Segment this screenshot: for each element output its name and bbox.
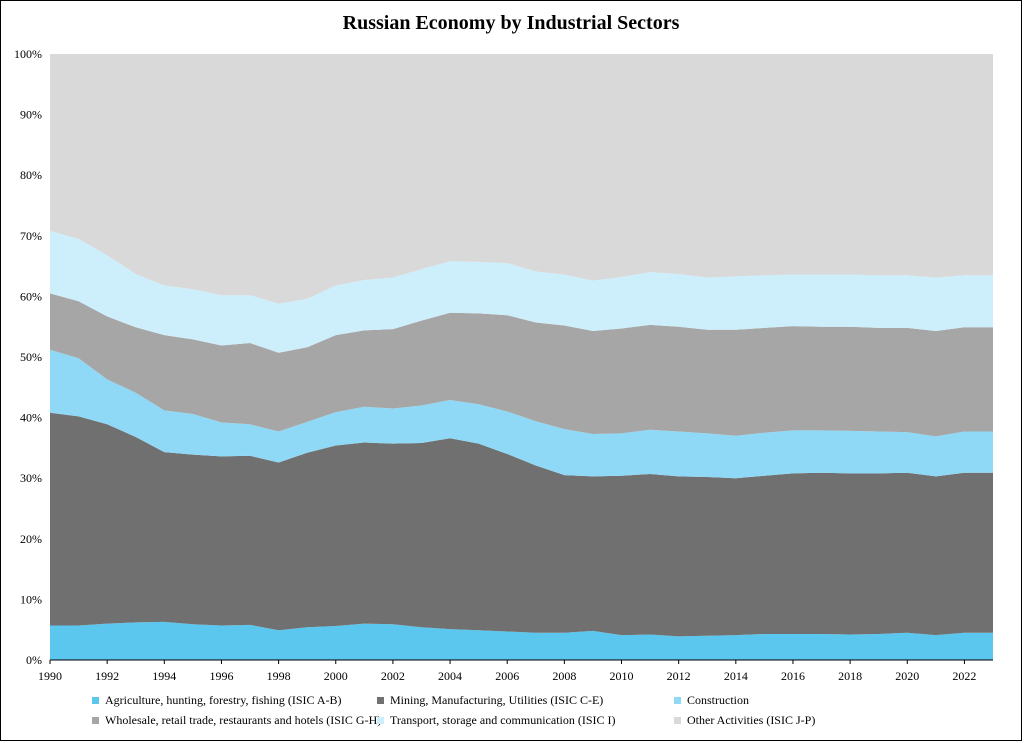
legend-swatch (92, 717, 99, 724)
legend-label: Transport, storage and communication (IS… (390, 713, 616, 727)
y-tick-label: 60% (20, 289, 42, 303)
x-tick-label: 1994 (152, 669, 176, 683)
x-tick-label: 2016 (781, 669, 805, 683)
area-series-0 (50, 621, 993, 660)
legend-swatch (377, 717, 384, 724)
x-tick-label: 2006 (495, 669, 519, 683)
legend-item-agriculture: Agriculture, hunting, forestry, fishing … (92, 693, 342, 708)
legend-label: Mining, Manufacturing, Utilities (ISIC C… (390, 693, 604, 707)
x-tick-label: 1992 (95, 669, 119, 683)
x-tick-label: 2014 (724, 669, 748, 683)
legend-label: Other Activities (ISIC J-P) (687, 713, 816, 727)
legend-row-1: Agriculture, hunting, forestry, fishing … (92, 693, 992, 713)
legend-item-other: Other Activities (ISIC J-P) (674, 713, 815, 728)
x-tick-label: 2018 (838, 669, 862, 683)
x-tick-label: 1996 (209, 669, 233, 683)
y-tick-label: 30% (20, 471, 42, 485)
y-tick-label: 10% (20, 592, 42, 606)
y-axis-ticks: 0% 10% 20% 30% 40% 50% 60% 70% 80% 90% 100% (14, 47, 42, 667)
area-series-3 (50, 293, 993, 437)
legend-swatch (674, 697, 681, 704)
stacked-areas (50, 54, 993, 660)
area-series-1 (50, 412, 993, 637)
legend-row-2: Wholesale, retail trade, restaurants and… (92, 713, 992, 733)
x-tick-label: 1990 (38, 669, 62, 683)
x-axis-ticks: 1990 1992 1994 1996 1998 2000 2002 2004 2006 2008… (38, 660, 976, 683)
y-tick-label: 80% (20, 168, 42, 182)
legend-label: Wholesale, retail trade, restaurants and… (105, 713, 382, 727)
legend-item-construction: Construction (674, 693, 749, 708)
legend-label: Agriculture, hunting, forestry, fishing … (105, 693, 342, 707)
x-tick-label: 2000 (324, 669, 348, 683)
y-tick-label: 90% (20, 108, 42, 122)
legend-swatch (92, 697, 99, 704)
y-tick-label: 20% (20, 532, 42, 546)
area-series-2 (50, 349, 993, 479)
area-series-5 (50, 54, 993, 304)
y-tick-label: 70% (20, 229, 42, 243)
y-tick-label: 100% (14, 47, 42, 61)
legend-item-mining: Mining, Manufacturing, Utilities (ISIC C… (377, 693, 603, 708)
legend-swatch (377, 697, 384, 704)
x-tick-label: 2020 (895, 669, 919, 683)
x-tick-label: 2004 (438, 669, 462, 683)
x-tick-label: 2010 (610, 669, 634, 683)
y-tick-label: 0% (26, 653, 42, 667)
x-tick-label: 2002 (381, 669, 405, 683)
y-tick-label: 50% (20, 350, 42, 364)
legend-swatch (674, 717, 681, 724)
area-series-4 (50, 230, 993, 353)
chart-legend: Agriculture, hunting, forestry, fishing … (92, 693, 992, 733)
x-tick-label: 2012 (667, 669, 691, 683)
legend-item-transport: Transport, storage and communication (IS… (377, 713, 616, 728)
chart-title: Russian Economy by Industrial Sectors (342, 12, 680, 34)
legend-label: Construction (687, 693, 749, 707)
legend-item-wholesale: Wholesale, retail trade, restaurants and… (92, 713, 381, 728)
x-tick-label: 1998 (267, 669, 291, 683)
y-tick-label: 40% (20, 411, 42, 425)
x-tick-label: 2008 (552, 669, 576, 683)
x-tick-label: 2022 (952, 669, 976, 683)
